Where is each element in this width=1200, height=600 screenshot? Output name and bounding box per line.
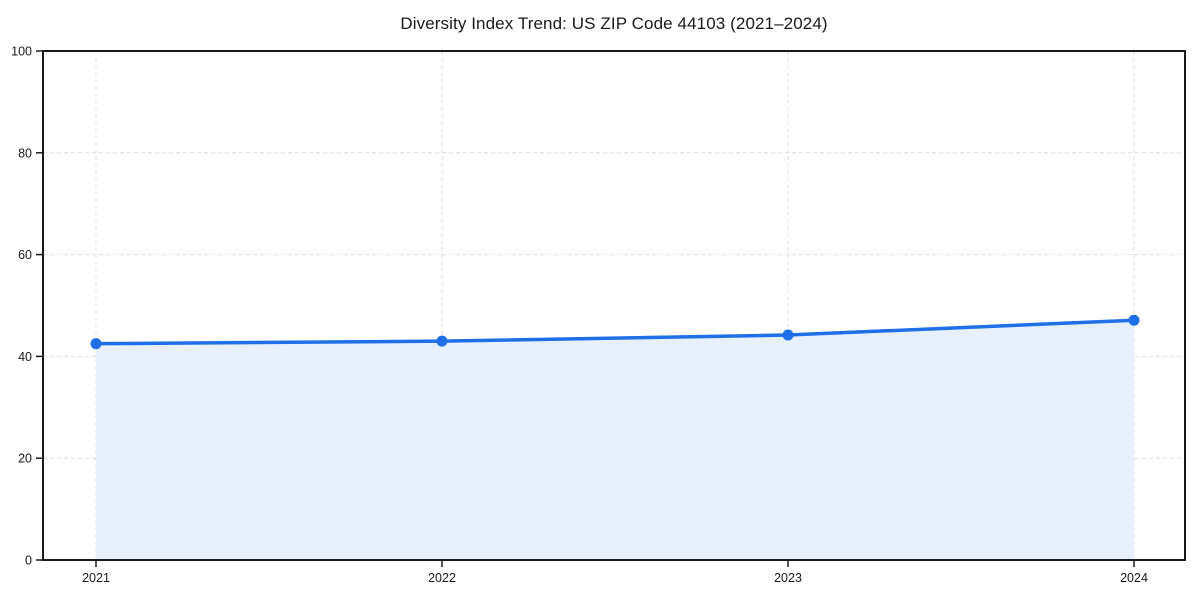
data-point-2021 [90, 338, 102, 350]
x-tick-label: 2022 [428, 571, 456, 585]
x-tick-label: 2023 [774, 571, 802, 585]
data-point-2022 [436, 335, 448, 347]
area-fill [96, 320, 1134, 560]
y-tick-label: 60 [18, 248, 32, 262]
y-tick-label: 40 [18, 350, 32, 364]
y-tick-label: 0 [25, 554, 32, 568]
x-tick-label: 2024 [1120, 571, 1148, 585]
trend-line [94, 318, 1136, 346]
data-point-2023 [782, 329, 794, 341]
y-tick-label: 20 [18, 452, 32, 466]
plot-border [42, 50, 1186, 561]
x-tick-label: 2021 [82, 571, 110, 585]
chart-title: Diversity Index Trend: US ZIP Code 44103… [400, 14, 828, 33]
data-point-2024 [1128, 314, 1140, 326]
y-tick-label: 100 [11, 45, 32, 59]
y-tick-label: 80 [18, 146, 32, 160]
